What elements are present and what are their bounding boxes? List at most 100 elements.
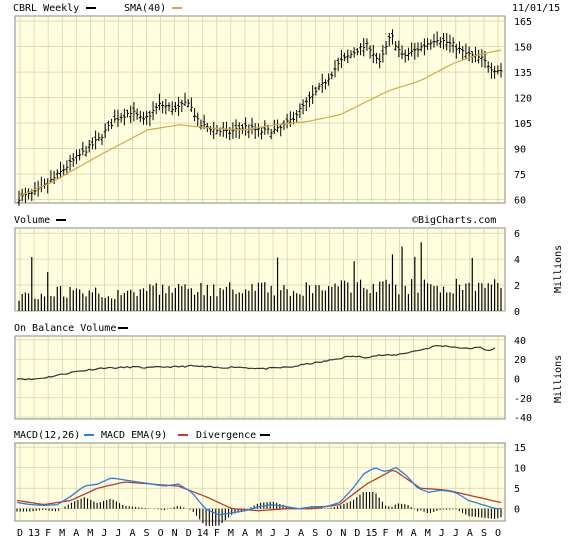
price-bar	[65, 160, 69, 175]
price-bar	[301, 99, 305, 115]
price-y-tick-label: 75	[514, 170, 526, 181]
price-bar	[352, 47, 356, 58]
price-bar	[276, 119, 280, 133]
price-bar	[445, 33, 449, 51]
price-bar	[126, 109, 130, 118]
price-bar	[493, 65, 497, 79]
price-y-tick-label: 120	[514, 94, 532, 105]
macd-label: MACD(12,26)	[14, 430, 80, 441]
x-axis-month-label: N	[172, 528, 178, 539]
x-axis-month-label: M	[397, 528, 403, 539]
price-bar	[461, 46, 465, 60]
price-bar	[432, 33, 436, 48]
price-bar	[129, 105, 133, 124]
volume-y-tick-label: 2	[514, 281, 520, 292]
price-bar	[17, 190, 21, 206]
price-bar	[237, 122, 241, 139]
price-bar	[167, 102, 171, 112]
price-bar	[285, 113, 289, 129]
price-bar	[375, 52, 379, 64]
price-bar	[74, 149, 78, 164]
obv-y-tick-label: 20	[514, 355, 526, 366]
price-bar	[240, 124, 244, 134]
price-bar	[145, 110, 149, 125]
x-axis-month-label: D	[186, 528, 192, 539]
price-bar	[199, 119, 203, 130]
price-bar	[116, 109, 120, 127]
price-bar	[180, 99, 184, 113]
price-bar	[263, 120, 267, 135]
bigcharts-watermark: ©BigCharts.com	[412, 215, 496, 226]
x-axis-month-label: A	[411, 528, 417, 539]
x-axis-month-label: J	[101, 528, 107, 539]
price-bar	[132, 101, 136, 122]
price-bar	[58, 161, 62, 179]
price-bar	[327, 73, 331, 86]
price-y-tick-label: 60	[514, 196, 526, 207]
price-bar	[170, 101, 174, 115]
price-bar	[304, 97, 308, 112]
x-axis-month-label: M	[228, 528, 234, 539]
price-bar	[154, 103, 158, 115]
x-axis-month-label: A	[298, 528, 304, 539]
x-axis-month-label: S	[481, 528, 487, 539]
price-bar	[81, 141, 85, 156]
price-bar	[387, 32, 391, 47]
price-bar	[157, 93, 161, 111]
x-axis-month-label: 13	[28, 528, 40, 539]
price-bar	[215, 124, 219, 135]
x-axis-month-label: O	[326, 528, 332, 539]
x-axis-month-label: M	[87, 528, 93, 539]
price-bar	[100, 133, 104, 145]
x-axis-month-label: J	[115, 528, 121, 539]
price-bar	[193, 108, 197, 122]
price-bar	[231, 122, 235, 139]
price-bar	[314, 86, 318, 96]
price-bar	[272, 119, 276, 134]
price-bar	[103, 123, 107, 139]
obv-y-tick-label: 0	[514, 374, 520, 385]
price-bar	[224, 121, 228, 139]
price-bar	[400, 45, 404, 60]
price-bar	[183, 92, 187, 106]
volume-label: Volume	[14, 215, 50, 226]
x-axis-month-label: D	[17, 528, 23, 539]
volume-y-tick-label: 0	[514, 307, 520, 318]
price-bar	[138, 110, 142, 122]
price-bar	[378, 53, 382, 69]
price-bar	[292, 111, 296, 125]
price-bar	[403, 49, 407, 63]
macd-ema-line	[16, 469, 502, 512]
price-bar	[422, 38, 426, 56]
price-bar	[87, 139, 91, 153]
price-bar	[397, 40, 401, 58]
price-bar	[164, 99, 168, 115]
obv-label: On Balance Volume	[14, 323, 116, 334]
price-y-tick-label: 135	[514, 68, 532, 79]
price-bar	[384, 41, 388, 55]
macd-legend: MACD(12,26) MACD EMA(9) Divergence	[14, 430, 270, 441]
price-bar	[489, 62, 493, 79]
x-axis-month-label: J	[453, 528, 459, 539]
price-bar	[426, 38, 430, 50]
price-bar	[119, 112, 123, 123]
price-bar	[106, 120, 110, 132]
obv-units: Millions	[553, 355, 564, 403]
price-bar	[343, 52, 347, 62]
price-bar	[244, 117, 248, 136]
price-bar	[113, 109, 117, 123]
price-bar	[413, 42, 417, 60]
price-bar	[464, 43, 468, 59]
x-axis-month-label: A	[73, 528, 79, 539]
price-bar	[317, 82, 321, 91]
volume-y-tick-label: 6	[514, 229, 520, 240]
price-bar	[122, 108, 126, 126]
price-bar	[253, 123, 257, 139]
x-axis-month-label: F	[214, 528, 220, 539]
price-bar	[477, 49, 481, 64]
x-axis-month-label: M	[59, 528, 65, 539]
macd-panel-background	[14, 442, 506, 522]
price-bar	[196, 112, 200, 127]
price-bar	[394, 41, 398, 51]
obv-line	[16, 345, 496, 381]
